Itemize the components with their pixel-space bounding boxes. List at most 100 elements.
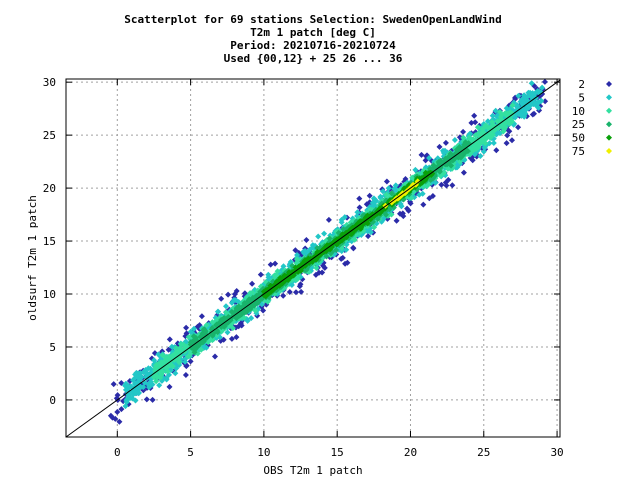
point: [232, 297, 239, 304]
y-tick-label: 20: [43, 182, 56, 195]
legend-marker: [606, 148, 612, 154]
point: [480, 148, 487, 155]
point: [114, 392, 121, 399]
y-tick-label: 15: [43, 235, 56, 248]
point: [228, 308, 235, 315]
point: [391, 185, 398, 192]
point: [484, 124, 491, 131]
point: [248, 315, 255, 322]
x-axis-label: OBS T2m 1 patch: [263, 464, 362, 477]
point: [149, 396, 156, 403]
point: [323, 253, 330, 260]
point: [166, 383, 173, 390]
point: [325, 242, 332, 249]
legend-marker: [606, 134, 612, 141]
point: [183, 324, 190, 331]
point: [254, 312, 261, 319]
point: [534, 88, 541, 94]
point: [172, 370, 179, 377]
point: [393, 217, 400, 224]
point: [286, 271, 293, 278]
point: [371, 212, 378, 219]
point: [153, 378, 160, 385]
point: [138, 373, 144, 380]
point: [163, 363, 170, 370]
point: [522, 93, 529, 100]
point: [215, 308, 222, 315]
point: [338, 255, 345, 262]
y-tick-label: 25: [43, 129, 56, 142]
point: [472, 132, 479, 139]
point: [203, 322, 210, 329]
point: [148, 380, 154, 387]
point: [344, 259, 351, 266]
point: [379, 188, 386, 195]
point: [519, 100, 526, 107]
point: [191, 325, 197, 332]
point: [156, 382, 163, 389]
point: [486, 140, 493, 147]
point: [224, 329, 231, 336]
point: [228, 335, 235, 342]
point: [140, 369, 147, 376]
point: [110, 381, 117, 388]
point: [509, 102, 516, 109]
point: [163, 376, 170, 383]
point: [107, 412, 114, 419]
y-axis-label: oldsurf T2m 1 patch: [26, 195, 39, 321]
point: [400, 213, 407, 220]
point: [414, 178, 421, 185]
legend-item-10: 10: [572, 105, 612, 118]
point: [114, 409, 121, 415]
point: [112, 415, 119, 422]
point: [515, 124, 522, 131]
point: [541, 78, 548, 85]
legend-item-50: 50: [572, 132, 612, 145]
legend-item-2: 2: [578, 78, 612, 91]
point: [498, 111, 505, 118]
point: [130, 377, 136, 384]
point: [506, 118, 512, 125]
point: [302, 247, 309, 254]
point: [441, 169, 448, 176]
point: [272, 260, 279, 267]
point: [504, 132, 511, 139]
point: [262, 293, 269, 300]
point: [314, 245, 321, 251]
data-points: [107, 78, 549, 425]
point: [472, 144, 478, 151]
point: [223, 303, 229, 310]
point: [506, 128, 513, 135]
point: [419, 190, 426, 197]
point: [228, 299, 235, 306]
point: [460, 134, 467, 141]
chart-title: Scatterplot for 69 stations Selection: S…: [124, 13, 502, 65]
point: [249, 289, 256, 296]
point: [315, 233, 322, 240]
point: [420, 201, 427, 208]
x-tick-label: 10: [257, 446, 270, 459]
point: [451, 137, 458, 143]
legend-label: 50: [572, 132, 585, 145]
point: [116, 418, 123, 425]
point: [508, 111, 515, 118]
point: [490, 140, 497, 146]
point: [214, 329, 221, 336]
point: [350, 244, 357, 251]
point: [469, 157, 476, 164]
point: [219, 317, 226, 324]
point: [440, 149, 447, 156]
point: [174, 347, 181, 354]
point: [281, 274, 288, 281]
point: [320, 262, 327, 269]
point: [307, 246, 314, 253]
point: [166, 336, 173, 343]
point: [178, 341, 185, 348]
x-tick-label: 20: [404, 446, 417, 459]
point: [327, 250, 334, 257]
point: [407, 200, 414, 207]
point: [356, 204, 363, 211]
point: [442, 139, 449, 146]
point: [176, 359, 183, 366]
